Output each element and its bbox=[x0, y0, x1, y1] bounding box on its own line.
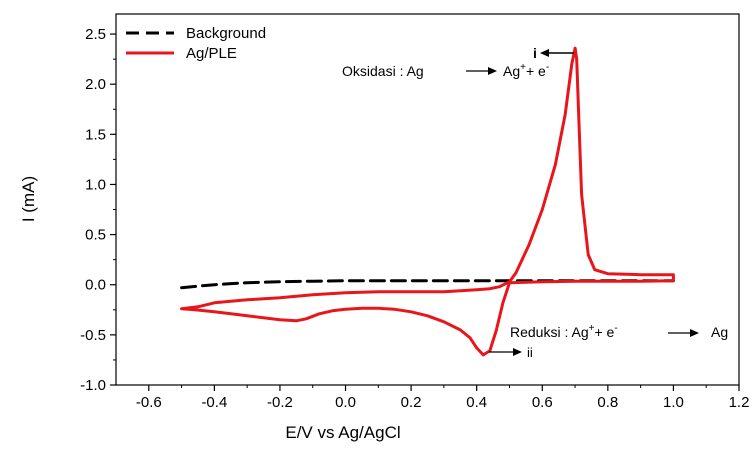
reduction-annotation: Reduksi : Ag++ e- Ag ii bbox=[489, 323, 728, 360]
series-layer bbox=[180, 46, 675, 357]
x-tick-label: 0.4 bbox=[466, 394, 487, 411]
reduction-arrow-head bbox=[690, 329, 699, 337]
x-axis-title: E/V vs Ag/AgCl bbox=[285, 423, 400, 442]
peak-i-label: i bbox=[533, 45, 537, 61]
x-tick-label: -0.4 bbox=[201, 394, 227, 411]
peak-ii-arrow-head bbox=[513, 348, 522, 356]
x-tick-label: -0.2 bbox=[267, 394, 293, 411]
x-tick-label: 1.2 bbox=[729, 394, 750, 411]
oxidation-arrow-head bbox=[488, 67, 497, 75]
x-tick-label: -0.6 bbox=[136, 394, 162, 411]
plot-frame bbox=[115, 13, 740, 386]
y-tick-label: -1.0 bbox=[80, 377, 106, 394]
reduction-product: Ag bbox=[711, 324, 728, 340]
legend-label-background: Background bbox=[186, 25, 266, 42]
x-tick-label: 0.8 bbox=[597, 394, 618, 411]
y-axis-title: I (mA) bbox=[19, 176, 38, 222]
oxidation-reactant: Oksidasi : Ag bbox=[342, 63, 424, 79]
legend: Background Ag/PLE bbox=[126, 25, 266, 62]
oxidation-product: Ag++ e- bbox=[503, 62, 549, 79]
y-tick-label: 0.0 bbox=[85, 277, 106, 294]
y-axis-ticks: -1.0 -0.5 0.0 0.5 1.0 1.5 2.0 2.5 bbox=[80, 26, 116, 394]
y-tick-label: -0.5 bbox=[80, 327, 106, 344]
y-tick-label: 2.0 bbox=[85, 76, 106, 93]
legend-label-ag-ple: Ag/PLE bbox=[186, 45, 237, 62]
y-tick-label: 2.5 bbox=[85, 26, 106, 43]
reduction-reactant: Reduksi : Ag++ e- bbox=[510, 323, 618, 340]
y-tick-label: 1.5 bbox=[85, 126, 106, 143]
peak-ii-label: ii bbox=[527, 345, 533, 360]
series-line-ag-ple bbox=[180, 46, 675, 357]
x-tick-label: 0.2 bbox=[401, 394, 422, 411]
y-tick-label: 1.0 bbox=[85, 176, 106, 193]
oxidation-annotation: i Oksidasi : Ag Ag++ e- bbox=[342, 45, 574, 79]
x-tick-label: 0.0 bbox=[335, 394, 356, 411]
x-axis-ticks: -0.6 -0.4 -0.2 0.0 0.2 0.4 0.6 0.8 1.0 1.2 bbox=[136, 385, 750, 411]
peak-i-arrow-head bbox=[540, 49, 549, 57]
x-tick-label: 0.6 bbox=[532, 394, 553, 411]
x-tick-label: 1.0 bbox=[663, 394, 684, 411]
y-tick-label: 0.5 bbox=[85, 227, 106, 244]
